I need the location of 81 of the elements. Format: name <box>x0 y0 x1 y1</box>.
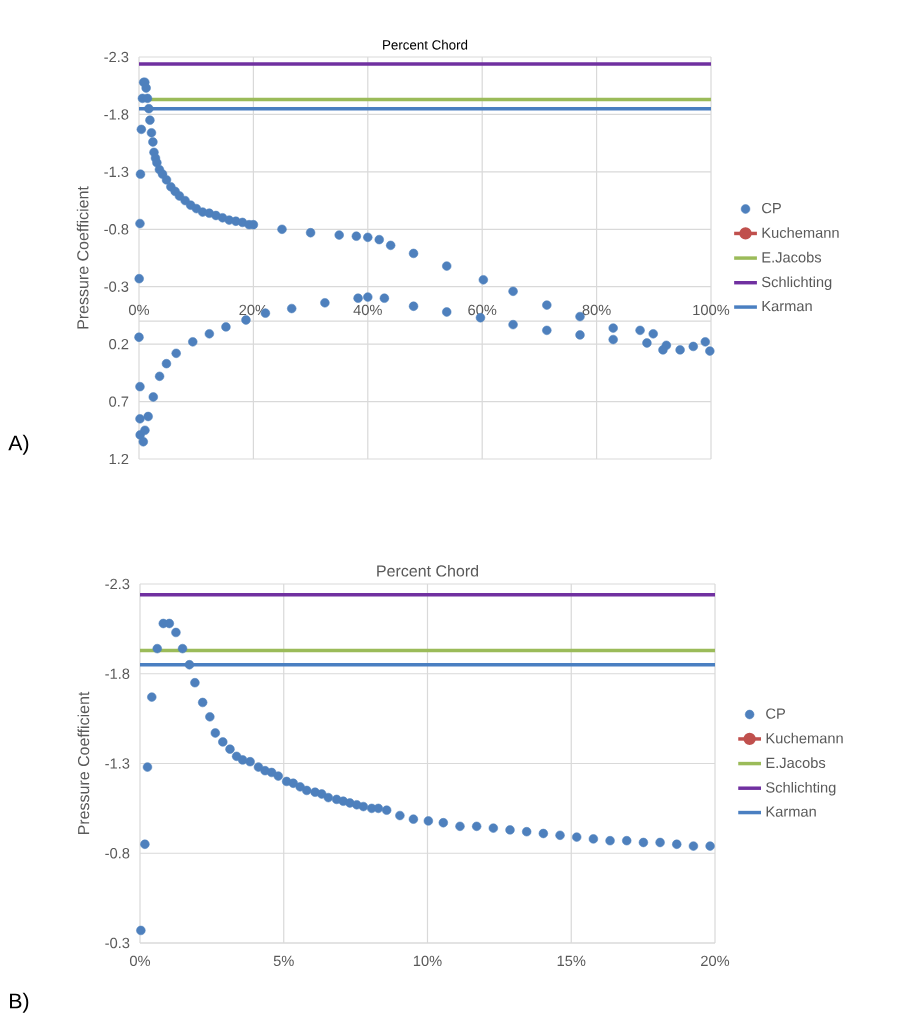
x-tick-label: 60% <box>468 304 497 316</box>
legend-label: CP <box>766 708 786 719</box>
point <box>555 830 565 840</box>
point <box>205 712 215 722</box>
y-axis-title: Pressure Coefficient <box>77 691 90 835</box>
point <box>358 801 369 812</box>
x-tick-label: 20% <box>701 955 730 967</box>
x-tick-label: 0% <box>129 955 151 967</box>
y-tick-label: -0.3 <box>105 937 130 949</box>
y-tick-label: 1.2 <box>109 453 129 465</box>
point <box>605 836 615 846</box>
y-tick-label: -1.8 <box>104 109 129 120</box>
y-tick-label: -0.8 <box>104 224 129 235</box>
legend-label: Schlichting <box>761 276 832 291</box>
point <box>136 925 146 936</box>
legend-label: Schlichting <box>766 781 836 796</box>
point <box>538 828 549 839</box>
x-tick-label: 0% <box>128 304 150 316</box>
point <box>438 818 448 828</box>
point <box>655 837 665 848</box>
x-axis-title: Percent Chord <box>377 564 479 577</box>
point <box>505 825 515 835</box>
x-tick-label: 40% <box>353 304 382 316</box>
x-tick-label: 80% <box>582 304 611 316</box>
y-tick-label: -1.3 <box>104 166 129 178</box>
legend-label: Kuchemann <box>762 227 839 238</box>
point <box>638 837 649 848</box>
point <box>273 771 283 781</box>
y-axis-title: Pressure Coefficient <box>76 186 89 329</box>
point <box>423 816 434 826</box>
point <box>471 821 482 831</box>
legend-label: Kuchemann <box>766 732 843 744</box>
point <box>522 827 532 837</box>
y-tick-label: 0.2 <box>109 338 129 350</box>
x-tick-label: 100% <box>693 304 730 316</box>
legend-label: E.Jacobs <box>766 757 826 769</box>
point <box>455 821 465 831</box>
point <box>225 744 235 754</box>
y-tick-label: 0.7 <box>109 396 129 407</box>
point <box>218 737 228 747</box>
point <box>152 643 162 654</box>
text: B) <box>10 992 29 1013</box>
legend-label: Karman <box>766 806 816 817</box>
text: A) <box>8 434 29 455</box>
legend-label: E.Jacobs <box>762 251 822 263</box>
point <box>245 757 255 767</box>
point <box>147 692 157 702</box>
y-tick-label: -0.3 <box>104 281 129 292</box>
point <box>184 660 195 670</box>
y-tick-label: -1.3 <box>105 758 130 769</box>
y-tick-label: -2.3 <box>104 51 129 63</box>
point <box>140 839 150 849</box>
point <box>198 697 208 708</box>
y-tick-label: -1.8 <box>105 668 130 679</box>
point <box>672 839 682 849</box>
point <box>237 755 248 765</box>
point <box>408 814 419 824</box>
point <box>622 836 632 846</box>
point <box>267 767 277 778</box>
point <box>382 805 392 815</box>
point <box>171 627 181 638</box>
y-tick-label: -2.3 <box>105 578 130 590</box>
point <box>302 785 312 796</box>
point <box>395 810 405 821</box>
point <box>190 678 200 688</box>
point <box>142 762 153 772</box>
y-tick-label: -0.8 <box>105 848 130 859</box>
point <box>572 832 582 842</box>
x-tick-label: 10% <box>413 955 442 967</box>
point <box>210 728 220 738</box>
x-axis-title: Percent Chord <box>383 39 468 50</box>
point <box>323 792 333 803</box>
point <box>177 643 188 654</box>
point <box>488 823 499 833</box>
point <box>688 841 699 851</box>
legend-label: CP <box>762 202 781 214</box>
legend-label: Karman <box>762 301 812 312</box>
x-tick-label: 15% <box>557 955 586 967</box>
point <box>588 834 599 844</box>
point <box>705 841 715 851</box>
x-tick-label: 5% <box>273 955 294 967</box>
